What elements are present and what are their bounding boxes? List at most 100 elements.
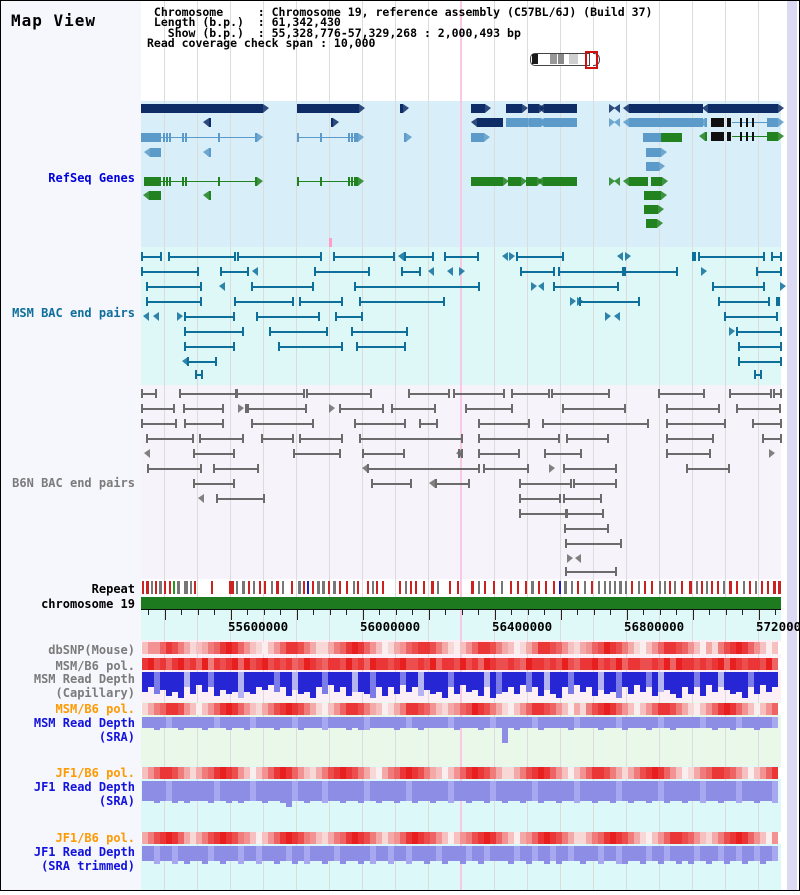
gene-feature[interactable] xyxy=(544,118,577,127)
gene-feature[interactable] xyxy=(356,133,358,142)
msm-bac-segment[interactable] xyxy=(351,331,407,333)
gene-feature[interactable] xyxy=(711,118,724,127)
arrowhead-left-icon[interactable] xyxy=(144,449,150,458)
gene-feature[interactable] xyxy=(508,177,521,186)
msm-bac-segment[interactable] xyxy=(333,256,394,258)
arrowhead-left-icon[interactable] xyxy=(537,177,543,186)
msm-bac-segment[interactable] xyxy=(195,374,202,376)
gene-feature[interactable] xyxy=(255,177,257,186)
arrowhead-right-icon[interactable] xyxy=(257,177,263,186)
gene-feature[interactable] xyxy=(740,118,742,127)
msm-bac-segment[interactable] xyxy=(220,271,248,273)
b6n-bac-segment[interactable] xyxy=(359,438,462,440)
arrowhead-right-icon[interactable] xyxy=(329,404,335,413)
msm-bac-segment[interactable] xyxy=(698,256,764,258)
b6n-bac-segment[interactable] xyxy=(564,528,608,530)
gene-feature[interactable] xyxy=(544,104,577,113)
b6n-bac-segment[interactable] xyxy=(666,423,725,425)
gene-feature[interactable] xyxy=(144,177,161,186)
arrowhead-left-icon[interactable] xyxy=(447,267,453,276)
gene-feature[interactable] xyxy=(209,148,211,157)
gene-feature[interactable] xyxy=(646,162,659,171)
b6n-bac-segment[interactable] xyxy=(367,468,479,470)
arrowhead-left-icon[interactable] xyxy=(623,177,629,186)
msm-bac-segment[interactable] xyxy=(771,256,781,258)
arrowhead-left-icon[interactable] xyxy=(398,252,404,261)
msm-bac-segment[interactable] xyxy=(738,361,781,363)
gene-feature[interactable] xyxy=(141,133,161,142)
msm-bac-segment[interactable] xyxy=(184,346,234,348)
b6n-bac-segment[interactable] xyxy=(251,423,313,425)
arrowhead-right-icon[interactable] xyxy=(263,104,269,113)
arrowhead-right-icon[interactable] xyxy=(531,282,537,291)
gene-feature[interactable] xyxy=(218,133,220,142)
arrowhead-right-icon[interactable] xyxy=(406,133,412,142)
gene-feature[interactable] xyxy=(705,118,707,127)
arrowhead-left-icon[interactable] xyxy=(614,118,620,127)
msm-bac-segment[interactable] xyxy=(335,316,362,318)
gene-feature[interactable] xyxy=(471,177,503,186)
arrowhead-right-icon[interactable] xyxy=(605,312,611,321)
b6n-bac-segment[interactable] xyxy=(729,393,771,395)
msm-bac-segment[interactable] xyxy=(256,316,319,318)
msm-bac-segment[interactable] xyxy=(401,271,420,273)
gene-feature[interactable] xyxy=(185,177,187,186)
arrowhead-right-icon[interactable] xyxy=(403,104,409,113)
arrowhead-right-icon[interactable] xyxy=(609,177,615,186)
msm-bac-segment[interactable] xyxy=(184,316,234,318)
b6n-bac-segment[interactable] xyxy=(519,513,566,515)
msm-bac-segment[interactable] xyxy=(251,286,313,288)
gene-feature[interactable] xyxy=(348,133,350,142)
b6n-bac-segment[interactable] xyxy=(453,393,504,395)
gene-feature[interactable] xyxy=(708,104,778,113)
gene-feature[interactable] xyxy=(629,177,648,186)
gene-feature[interactable] xyxy=(727,132,731,141)
b6n-bac-segment[interactable] xyxy=(562,408,625,410)
arrowhead-left-icon[interactable] xyxy=(362,464,368,473)
msm-bac-segment[interactable] xyxy=(444,256,478,258)
b6n-bac-segment[interactable] xyxy=(563,498,601,500)
gene-feature[interactable] xyxy=(351,177,353,186)
gene-feature[interactable] xyxy=(646,219,657,228)
b6n-bac-segment[interactable] xyxy=(478,453,519,455)
arrowhead-left-icon[interactable] xyxy=(203,118,209,127)
msm-bac-segment[interactable] xyxy=(299,301,342,303)
b6n-bac-segment[interactable] xyxy=(658,393,704,395)
b6n-bac-segment[interactable] xyxy=(141,408,174,410)
arrowhead-right-icon[interactable] xyxy=(701,267,707,276)
gene-feature[interactable] xyxy=(255,133,257,142)
arrowhead-right-icon[interactable] xyxy=(659,162,665,171)
arrowhead-left-icon[interactable] xyxy=(575,554,581,563)
b6n-bac-segment[interactable] xyxy=(391,408,435,410)
gene-feature[interactable] xyxy=(732,136,767,137)
arrowhead-right-icon[interactable] xyxy=(359,104,365,113)
arrowhead-right-icon[interactable] xyxy=(609,118,615,127)
msm-bac-segment[interactable] xyxy=(278,346,342,348)
arrowhead-right-icon[interactable] xyxy=(358,177,364,186)
b6n-bac-segment[interactable] xyxy=(666,438,713,440)
arrowhead-right-icon[interactable] xyxy=(661,148,667,157)
b6n-bac-segment[interactable] xyxy=(551,393,609,395)
msm-bac-segment[interactable] xyxy=(558,271,623,273)
b6n-bac-segment[interactable] xyxy=(478,423,529,425)
gene-feature[interactable] xyxy=(354,177,356,186)
gene-feature[interactable] xyxy=(169,133,171,142)
arrowhead-left-icon[interactable] xyxy=(538,118,544,127)
b6n-bac-segment[interactable] xyxy=(686,468,729,470)
gene-feature[interactable] xyxy=(297,177,299,186)
b6n-bac-segment[interactable] xyxy=(465,408,512,410)
gene-feature[interactable] xyxy=(767,118,778,127)
b6n-bac-segment[interactable] xyxy=(146,438,193,440)
arrowhead-right-icon[interactable] xyxy=(661,191,667,200)
msm-bac-segment[interactable] xyxy=(624,271,677,273)
arrowhead-right-icon[interactable] xyxy=(333,118,339,127)
gene-feature[interactable] xyxy=(297,137,357,138)
msm-bac-segment[interactable] xyxy=(146,301,201,303)
gene-feature[interactable] xyxy=(506,118,528,127)
msm-bac-segment[interactable] xyxy=(234,301,293,303)
arrowhead-right-icon[interactable] xyxy=(577,297,583,306)
msm-bac-segment[interactable] xyxy=(756,271,781,273)
ideogram-view-marker[interactable] xyxy=(585,51,598,69)
b6n-bac-segment[interactable] xyxy=(236,393,304,395)
gene-feature[interactable] xyxy=(646,148,661,157)
